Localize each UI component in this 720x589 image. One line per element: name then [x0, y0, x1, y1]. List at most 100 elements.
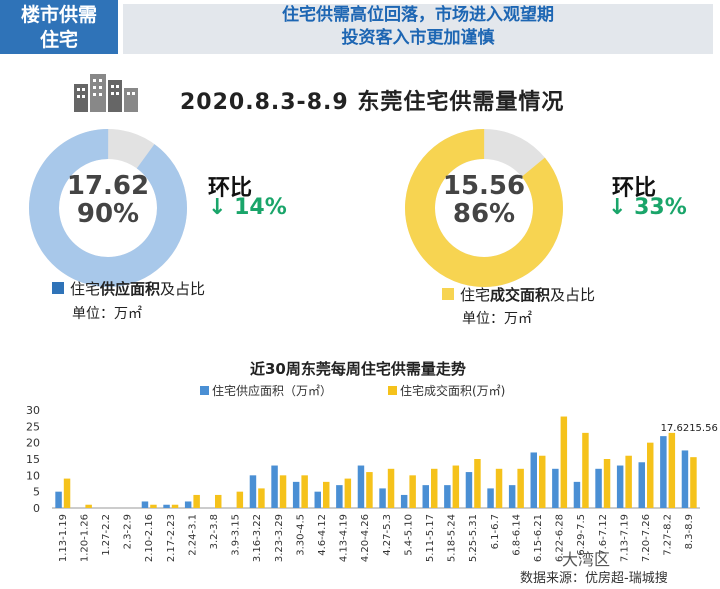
deal-bar — [279, 475, 287, 508]
supply-bar — [271, 465, 278, 508]
x-tick-label: 2.24-3.1 — [187, 514, 198, 556]
deal-bar — [582, 432, 589, 508]
y-tick-label: 25 — [26, 420, 40, 433]
supply-bar — [487, 488, 494, 508]
supply-bar — [336, 485, 343, 508]
headline-line1: 住宅供需高位回落，市场进入观望期 — [282, 5, 554, 25]
x-tick-label: 2.3-2.9 — [123, 514, 134, 549]
data-source: 数据来源：优房超-瑞城搜 — [520, 571, 668, 586]
supply-bar — [681, 450, 689, 508]
x-tick-label: 1.20-1.26 — [79, 514, 90, 562]
x-tick-label: 3.9-3.15 — [231, 514, 242, 556]
x-tick-label: 6.8-6.14 — [511, 514, 522, 556]
x-tick-label: 7.27-8.2 — [663, 514, 674, 556]
x-tick-label: 1.27-2.2 — [101, 514, 112, 556]
supply-bar — [141, 501, 149, 508]
last-week-annotation: 17.6215.56 — [661, 423, 718, 434]
x-tick-label: 3.23-3.29 — [274, 514, 285, 562]
headline-line2: 投资客入市更加谨慎 — [341, 28, 495, 48]
badge-line2: 住宅 — [39, 29, 78, 51]
x-tick-label: 3.30-4.5 — [295, 514, 306, 556]
deal-bar — [560, 416, 568, 508]
supply-value: 17.62 — [66, 171, 150, 201]
supply-bar — [184, 501, 192, 508]
x-tick-label: 3.2-3.8 — [209, 514, 220, 549]
chart-title: 近30周东莞每周住宅供需量走势 — [250, 360, 466, 378]
chart-legend-swatch-deal — [388, 386, 397, 395]
supply-donut-label: 17.62 90% — [48, 172, 168, 228]
deal-bar — [387, 468, 395, 508]
deal-bar — [517, 468, 524, 508]
supply-bar — [530, 452, 537, 508]
supply-mom-title: 环比 — [208, 176, 253, 201]
deal-mom-value: ↓ 33% — [608, 195, 687, 220]
deal-bar — [431, 468, 438, 508]
section-badge: 楼市供需 住宅 — [0, 0, 118, 54]
chart-legend-deal: 住宅成交面积(万㎡) — [400, 384, 506, 398]
deal-bar — [301, 475, 308, 508]
deal-bar — [539, 455, 546, 508]
x-tick-label: 1.13-1.19 — [58, 514, 69, 562]
deal-bar — [690, 457, 697, 508]
x-tick-label: 4.6-4.12 — [317, 514, 328, 556]
deal-value: 15.56 — [442, 171, 526, 201]
supply-legend: 住宅供应面积及占比 — [70, 280, 206, 298]
x-tick-label: 7.13-7.19 — [619, 514, 630, 562]
deal-percent: 86% — [452, 199, 516, 229]
deal-bar — [236, 491, 244, 508]
deal-bar — [150, 504, 157, 508]
supply-bar — [465, 472, 473, 508]
supply-bar — [314, 491, 321, 508]
supply-bar — [552, 468, 559, 508]
period-title: 2020.8.3-8.9 东莞住宅供需量情况 — [180, 90, 565, 115]
x-tick-label: 2.17-2.23 — [166, 514, 177, 562]
deal-bar — [409, 475, 416, 508]
supply-unit: 单位：万㎡ — [72, 306, 142, 322]
supply-legend-swatch — [52, 282, 64, 294]
deal-mom-title: 环比 — [612, 176, 657, 201]
deal-legend: 住宅成交面积及占比 — [460, 286, 596, 304]
deal-bar — [603, 459, 611, 508]
deal-bar — [625, 455, 632, 508]
supply-bar — [249, 475, 257, 508]
supply-mom-value: ↓ 14% — [208, 195, 287, 220]
x-tick-label: 6.15-6.21 — [533, 514, 544, 562]
watermark: 大湾区 — [562, 550, 611, 569]
deal-bar — [85, 504, 92, 508]
deal-bar — [323, 481, 330, 508]
headline-banner: 住宅供需高位回落，市场进入观望期 投资客入市更加谨慎 — [123, 4, 713, 54]
x-tick-label: 6.29-7.5 — [576, 514, 587, 556]
deal-legend-swatch — [442, 288, 454, 300]
supply-bar — [292, 481, 300, 508]
x-tick-label: 6.22-6.28 — [555, 514, 566, 562]
chart-legend-supply: 住宅供应面积（万㎡） — [212, 384, 333, 398]
deal-bar — [668, 432, 676, 508]
x-tick-label: 7.20-7.26 — [641, 514, 652, 562]
y-tick-label: 15 — [26, 453, 40, 466]
deal-donut-share — [405, 129, 563, 287]
supply-bar — [508, 485, 516, 508]
supply-bar — [379, 488, 386, 508]
deal-bar — [258, 488, 265, 508]
y-tick-label: 20 — [26, 437, 40, 450]
x-tick-label: 5.25-5.31 — [468, 514, 479, 562]
supply-bar — [357, 465, 365, 508]
supply-donut — [28, 129, 187, 287]
supply-bar — [616, 465, 624, 508]
supply-bar — [400, 494, 408, 508]
x-tick-label: 8.3-8.9 — [684, 514, 695, 549]
deal-bar — [193, 494, 200, 508]
supply-bar — [660, 436, 667, 508]
supply-bar — [573, 481, 581, 508]
deal-bar — [63, 478, 71, 508]
x-tick-label: 2.10-2.16 — [144, 514, 155, 562]
y-tick-label: 10 — [26, 469, 40, 482]
supply-bar — [163, 504, 170, 508]
deal-bar — [495, 468, 503, 508]
chart-legend-swatch-supply — [200, 386, 209, 395]
deal-bar — [366, 472, 373, 508]
y-tick-label: 0 — [33, 502, 40, 515]
supply-bar — [595, 468, 602, 508]
deal-bar — [344, 478, 352, 508]
supply-percent: 90% — [76, 199, 140, 229]
